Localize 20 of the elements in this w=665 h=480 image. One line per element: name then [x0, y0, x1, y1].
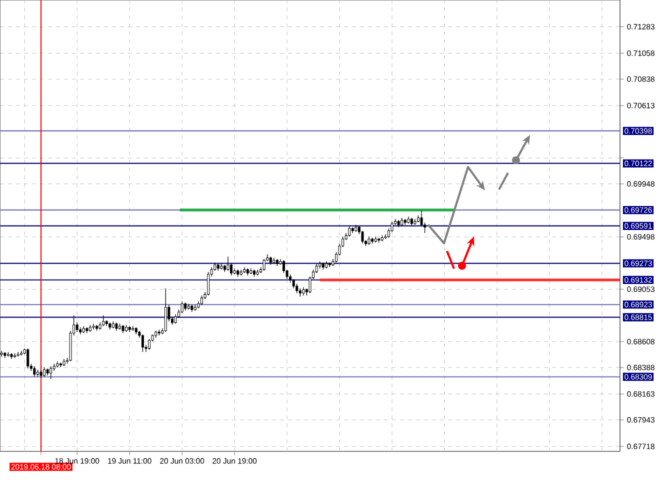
candlestick — [200, 295, 203, 306]
candlestick — [207, 272, 210, 296]
candlestick — [50, 366, 52, 380]
candlestick — [33, 366, 36, 378]
candlestick — [92, 323, 95, 330]
candlestick — [348, 226, 351, 237]
candlestick — [296, 283, 298, 294]
candlestick — [141, 334, 144, 352]
candlestick — [262, 258, 266, 272]
candlestick — [164, 288, 167, 332]
candlestick — [102, 315, 105, 326]
candlestick — [361, 230, 364, 244]
candlestick — [26, 348, 30, 369]
candlestick — [76, 322, 78, 332]
candlestick — [180, 301, 184, 314]
candlestick — [226, 256, 230, 272]
candlestick — [174, 314, 177, 324]
candlestick — [43, 366, 46, 378]
candlestick — [292, 278, 295, 289]
candlestick — [148, 338, 151, 350]
